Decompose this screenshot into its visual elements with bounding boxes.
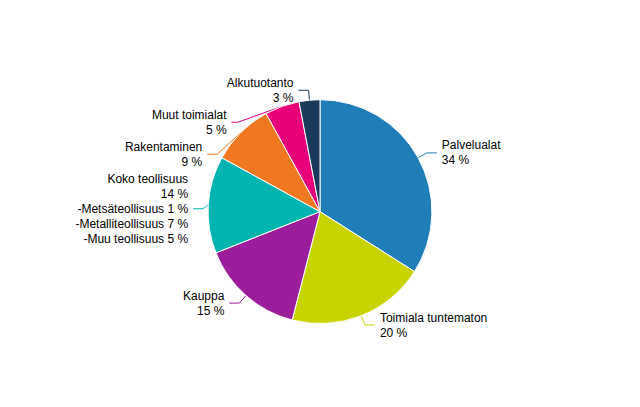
svg-text:-Metalliteollisuus 7 %: -Metalliteollisuus 7 % xyxy=(75,217,188,231)
svg-text:Koko teollisuus: Koko teollisuus xyxy=(107,172,188,186)
svg-text:34 %: 34 % xyxy=(442,153,470,167)
svg-text:-Metsäteollisuus 1 %: -Metsäteollisuus 1 % xyxy=(77,202,188,216)
svg-text:3 %: 3 % xyxy=(273,91,294,105)
svg-text:Toimiala tuntematon: Toimiala tuntematon xyxy=(380,311,487,325)
svg-text:Muut toimialat: Muut toimialat xyxy=(152,108,227,122)
svg-text:Alkutuotanto: Alkutuotanto xyxy=(227,76,294,90)
svg-text:Rakentaminen: Rakentaminen xyxy=(125,140,202,154)
svg-text:Palvelualat: Palvelualat xyxy=(442,138,501,152)
svg-text:15 %: 15 % xyxy=(197,304,225,318)
svg-text:Kauppa: Kauppa xyxy=(183,289,225,303)
svg-text:9 %: 9 % xyxy=(182,155,203,169)
svg-text:-Muu teollisuus 5 %: -Muu teollisuus 5 % xyxy=(80,232,188,246)
svg-text:14 %: 14 % xyxy=(161,187,189,201)
svg-text:5 %: 5 % xyxy=(206,123,227,137)
svg-text:20 %: 20 % xyxy=(380,326,408,340)
